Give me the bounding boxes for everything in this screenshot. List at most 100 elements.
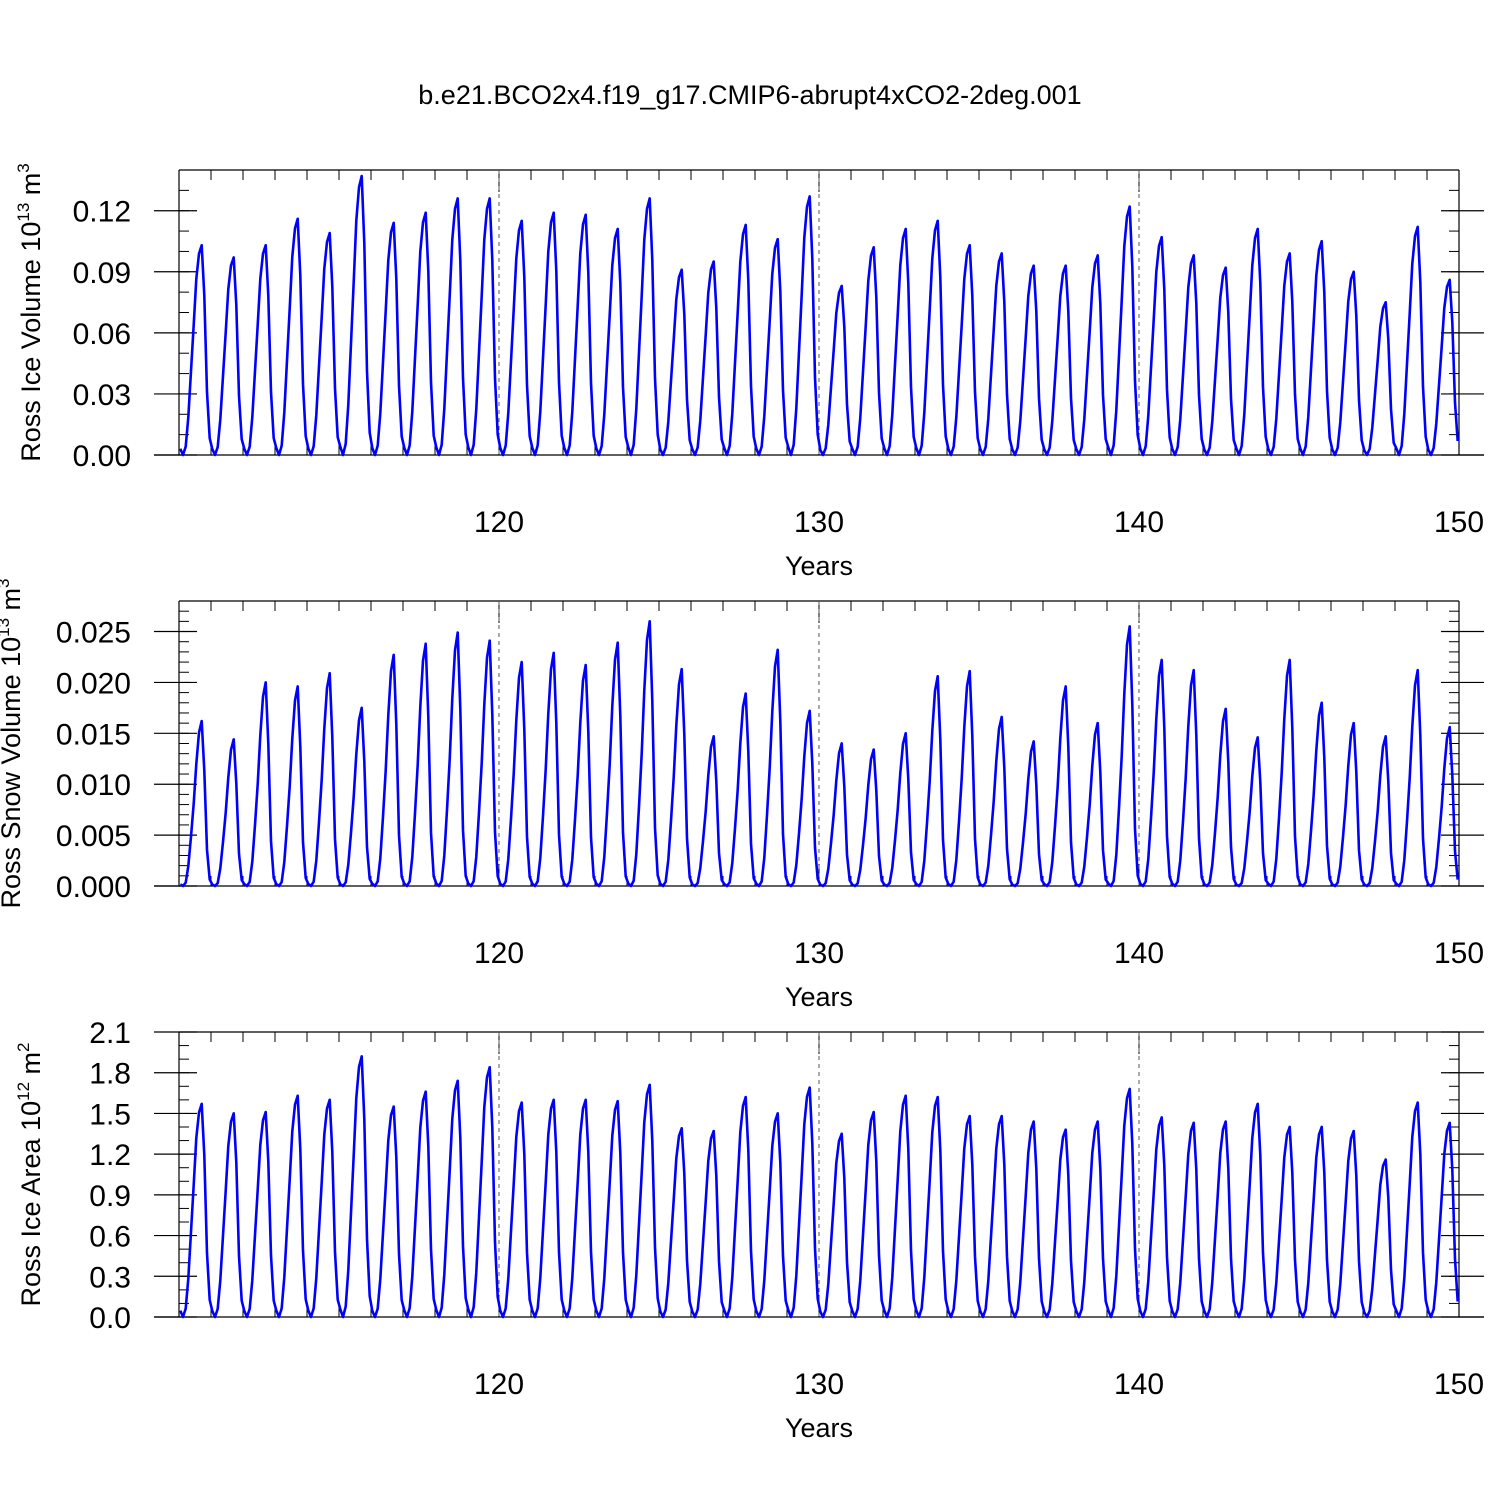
annual-peak-point [968, 244, 971, 247]
figure-title: b.e21.BCO2x4.f19_g17.CMIP6-abrupt4xCO2-2… [418, 80, 1082, 110]
annual-peak-point [1288, 1125, 1291, 1129]
annual-peak-point [520, 1101, 523, 1104]
annual-peak-point [1000, 1114, 1003, 1118]
annual-peak-point [1192, 669, 1195, 672]
x-axis-label: Years [785, 1413, 853, 1443]
y-tick-label: 1.5 [89, 1098, 131, 1131]
annual-peak-point [584, 1098, 587, 1102]
panel-ross-ice-area: 0.0 0.3 0.6 0.9 1.2 1.5 1.8 2.1 120 130 140 150 Year… [14, 1017, 1484, 1443]
annual-peak-point [712, 260, 715, 263]
annual-peak-point [328, 231, 331, 235]
annual-peak-point [1384, 735, 1387, 738]
annual-peak-point [1416, 669, 1419, 672]
x-axis-label: Years [785, 551, 853, 581]
annual-peak-point [200, 1102, 203, 1106]
annual-peak-point [776, 238, 779, 241]
x-tick-label: 150 [1434, 506, 1484, 539]
x-tick-label: 120 [474, 1368, 524, 1401]
x-axis-label: Years [785, 982, 853, 1012]
annual-peak-point [520, 219, 523, 223]
annual-peak-point [1320, 1125, 1323, 1129]
y-tick-label: 2.1 [89, 1017, 131, 1050]
y-axis-label: Ross Ice Volume 1013 m3 [14, 163, 46, 462]
annual-peak-point [424, 642, 427, 645]
annual-peak-point [1000, 715, 1003, 719]
annual-peak-point [776, 648, 779, 652]
annual-peak-point [680, 268, 683, 271]
annual-peak-point [1064, 685, 1067, 688]
annual-peak-point [1352, 1129, 1355, 1133]
annual-peak-point [1320, 701, 1323, 704]
annual-peak-point [552, 1098, 555, 1102]
y-axis-label: Ross Snow Volume 1013 m3 [0, 578, 26, 908]
y-tick-label: 0.015 [56, 718, 131, 751]
annual-peak-point [488, 639, 491, 642]
y-tick-label: 1.2 [89, 1139, 131, 1172]
annual-peak-point [1352, 270, 1355, 273]
annual-peak-point [1160, 235, 1163, 239]
annual-peak-point [1384, 301, 1387, 304]
annual-peak-point [936, 219, 939, 223]
y-tick-label: 0.3 [89, 1261, 131, 1294]
annual-peak-point [1192, 254, 1195, 257]
annual-peak-point [1288, 658, 1291, 662]
annual-peak-point [296, 1094, 299, 1097]
x-tick-label: 140 [1114, 506, 1164, 539]
annual-peak-point [456, 197, 459, 200]
y-tick-label: 0.020 [56, 667, 131, 700]
x-tick-label: 120 [474, 506, 524, 539]
annual-peak-point [1256, 1102, 1259, 1106]
annual-peak-point [1224, 1120, 1227, 1123]
y-tick-label: 0.9 [89, 1180, 131, 1213]
annual-peak-point [1288, 252, 1291, 255]
annual-peak-point [712, 1129, 715, 1133]
annual-peak-point [648, 620, 651, 623]
annual-peak-point [328, 1098, 331, 1102]
annual-peak-point [1448, 278, 1451, 282]
annual-peak-point [1416, 1101, 1419, 1104]
annual-peak-point [360, 706, 363, 710]
annual-peak-point [1032, 1120, 1035, 1123]
panel-ross-snow-volume: 0.000 0.005 0.010 0.015 0.020 0.025 120 130 140 1… [0, 578, 1484, 1012]
annual-peak-point [264, 681, 267, 684]
y-tick-label: 0.09 [73, 257, 131, 290]
annual-peak-point [488, 1066, 491, 1069]
annual-peak-point [744, 1095, 747, 1099]
panel-ross-ice-volume: 0.00 0.03 0.06 0.09 0.12 120 130 140 150 Years Ros… [14, 163, 1484, 581]
annual-peak-point [744, 692, 747, 695]
annual-peak-point [584, 213, 587, 216]
x-tick-label: 120 [474, 937, 524, 970]
y-tick-label: 0.6 [89, 1221, 131, 1254]
annual-peak-point [616, 1100, 619, 1103]
annual-peak-point [520, 660, 523, 664]
x-tick-label: 130 [794, 506, 844, 539]
annual-peak-point [648, 1083, 651, 1087]
annual-peak-point [488, 197, 491, 200]
annual-peak-point [328, 672, 331, 675]
annual-peak-point [296, 217, 299, 221]
y-tick-label: 0.03 [73, 379, 131, 412]
annual-peak-point [1224, 707, 1227, 711]
annual-peak-point [1160, 1116, 1163, 1119]
annual-peak-point [872, 748, 875, 751]
y-tick-label: 0.025 [56, 617, 131, 650]
annual-peak-point [1384, 1158, 1387, 1161]
annual-peak-point [232, 1112, 235, 1115]
annual-peak-point [680, 1127, 683, 1130]
annual-peak-point [904, 732, 907, 735]
x-tick-label: 150 [1434, 1368, 1484, 1401]
annual-peak-point [616, 227, 619, 231]
x-tick-label: 140 [1114, 937, 1164, 970]
annual-peak-point [616, 641, 619, 644]
y-tick-label: 0.06 [73, 318, 131, 351]
annual-peak-point [904, 1094, 907, 1097]
annual-peak-point [360, 174, 363, 178]
annual-peak-point [552, 651, 555, 655]
annual-peak-point [392, 1105, 395, 1108]
annual-peak-point [1256, 227, 1259, 231]
annual-peak-point [808, 1086, 811, 1089]
annual-peak-point [648, 197, 651, 200]
annual-peak-point [232, 738, 235, 741]
annual-peak-point [968, 1114, 971, 1118]
